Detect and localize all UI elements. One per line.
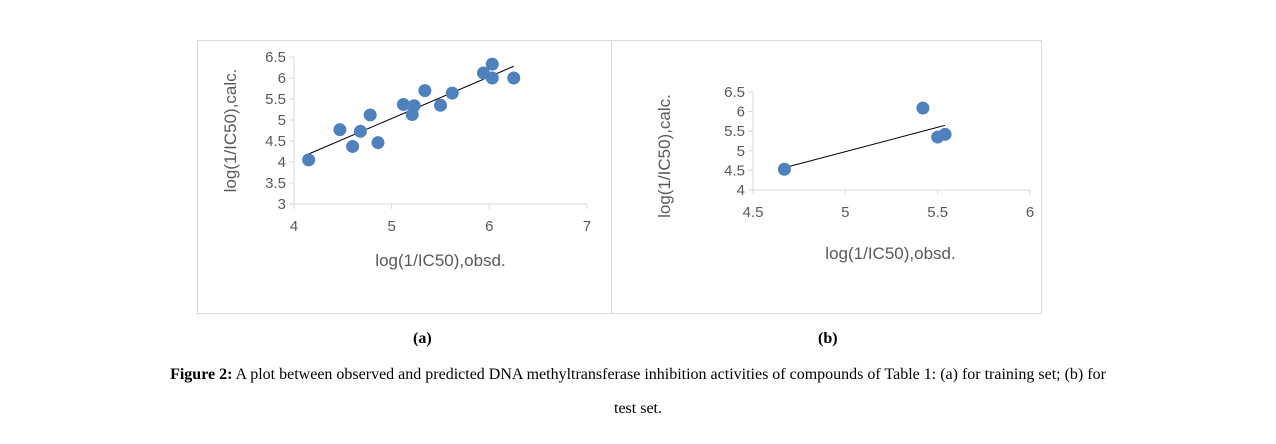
data-point [916, 101, 930, 115]
caption-label: Figure 2: [170, 366, 233, 383]
x-tick-label: 5 [841, 204, 849, 221]
panel-label-a: (a) [413, 330, 432, 347]
data-point [485, 57, 499, 71]
data-point [434, 98, 447, 112]
data-point [396, 97, 410, 111]
y-tick-label: 6 [278, 70, 286, 87]
figure-caption: Figure 2: A plot between observed and pr… [0, 366, 1276, 384]
data-point [445, 86, 459, 100]
data-point [363, 108, 377, 122]
trendline [786, 124, 946, 168]
y-tick-label: 5.5 [265, 91, 286, 108]
x-tick-label: 4.5 [743, 204, 764, 221]
x-axis-title: log(1/IC50),obsd. [825, 244, 955, 263]
data-point [938, 127, 952, 141]
scatter-plot-b: 4 4.5 5 5.5 6 6.5 4.5 5 5.5 6 log(1/IC50),obsd. log… [655, 84, 1034, 263]
panel-label-b: (b) [818, 330, 838, 347]
y-tick-label: 6.5 [724, 84, 745, 101]
y-tick-label: 5 [737, 143, 745, 160]
y-tick-label: 4 [278, 154, 286, 171]
data-point [346, 139, 360, 153]
caption-text: A plot between observed and predicted DN… [232, 366, 1106, 383]
y-tick-label: 5.5 [724, 123, 745, 140]
x-tick-label: 6 [1026, 204, 1034, 221]
y-tick-label: 6 [737, 104, 745, 121]
y-tick-label: 5 [278, 112, 286, 129]
x-tick-label: 7 [583, 218, 591, 235]
data-point [333, 123, 347, 137]
data-point [353, 124, 367, 138]
x-tick-label: 4 [290, 218, 298, 235]
figure-caption-line2: test set. [614, 400, 662, 417]
x-tick-label: 6 [485, 218, 493, 235]
y-tick-label: 4.5 [265, 133, 286, 150]
y-tick-label: 4 [737, 182, 745, 199]
scatter-plot-a: 3 3.5 4 4.5 5 5.5 6 6.5 4 5 6 7 log(1/IC50),obsd. log… [221, 49, 591, 270]
y-axis-title: log(1/IC50),calc. [655, 94, 674, 218]
data-point [407, 99, 421, 113]
chart-panel-b: 4 4.5 5 5.5 6 6.5 4.5 5 5.5 6 log(1/IC50),obsd. log… [611, 40, 1042, 314]
data-point [507, 71, 521, 85]
x-tick-label: 5.5 [927, 204, 948, 221]
data-point [485, 71, 499, 85]
y-tick-label: 4.5 [724, 162, 745, 179]
data-point [418, 84, 432, 98]
data-point [371, 136, 385, 150]
y-tick-label: 3.5 [265, 175, 286, 192]
y-tick-label: 3 [278, 196, 286, 213]
y-axis-title: log(1/IC50),calc. [221, 69, 240, 193]
x-tick-label: 5 [387, 218, 395, 235]
y-tick-label: 6.5 [265, 49, 286, 66]
chart-panel-a: 3 3.5 4 4.5 5 5.5 6 6.5 4 5 6 7 log(1/IC50),obsd. log… [197, 40, 612, 314]
x-axis-title: log(1/IC50),obsd. [375, 251, 505, 270]
data-point [302, 153, 316, 167]
data-point [777, 162, 791, 176]
